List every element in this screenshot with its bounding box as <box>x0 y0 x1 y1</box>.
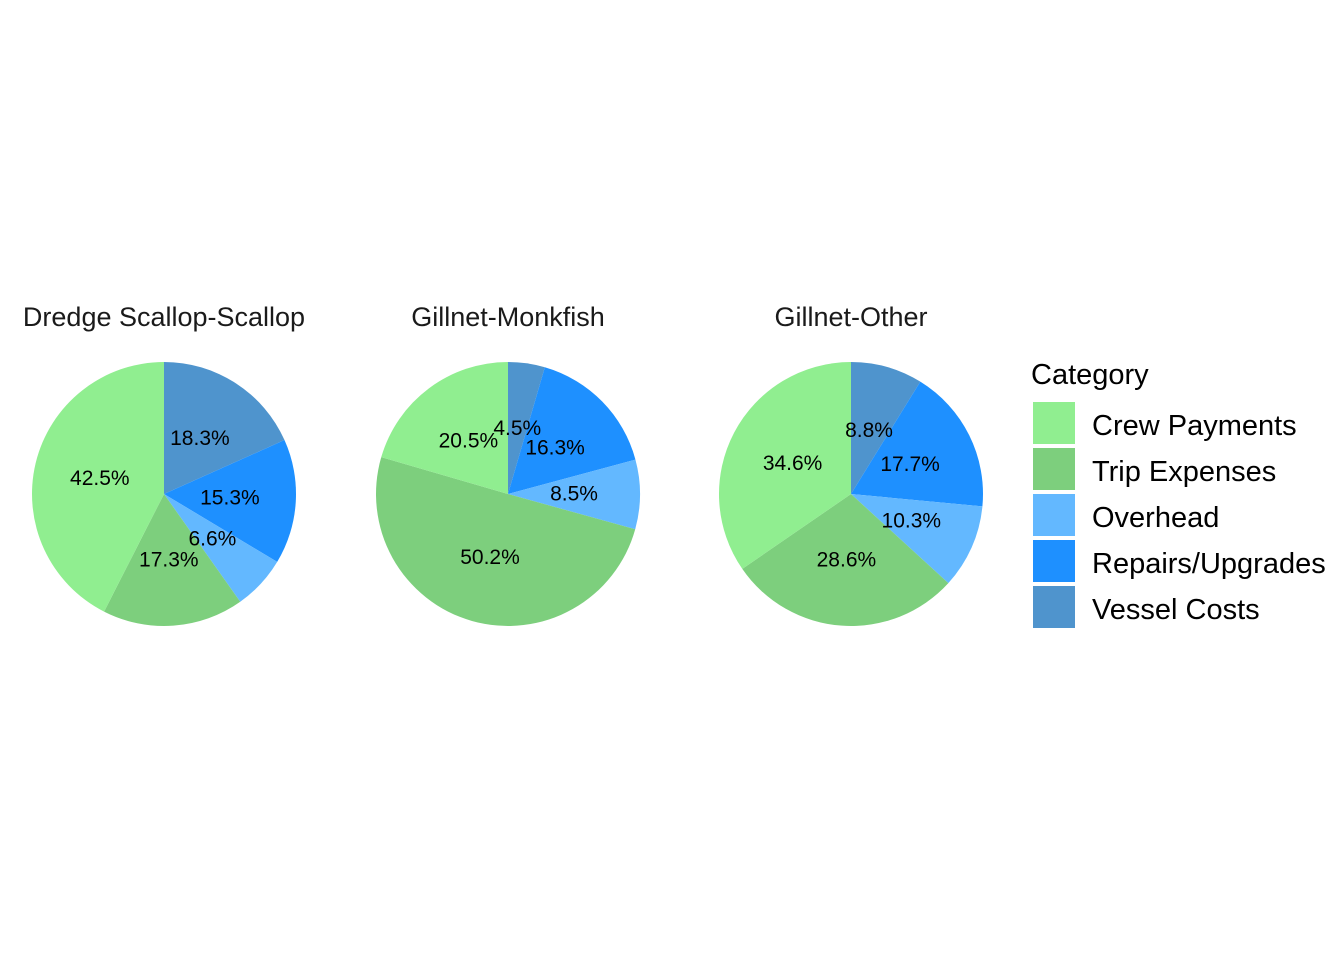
legend-key-swatch <box>1033 494 1075 536</box>
pie-slice-overhead <box>851 494 983 584</box>
slice-data-label: 15.3% <box>200 486 260 509</box>
slice-data-label: 17.3% <box>139 548 199 571</box>
legend-item-overhead: Overhead <box>1033 494 1219 536</box>
legend-item-repairs-upgrades: Repairs/Upgrades <box>1033 540 1326 582</box>
slice-data-label: 20.5% <box>439 430 499 453</box>
slice-data-label: 28.6% <box>817 548 877 571</box>
pie-slice-trip-expenses <box>104 494 241 627</box>
pie-slice-overhead <box>508 459 640 530</box>
legend-item-vessel-costs: Vessel Costs <box>1033 586 1260 628</box>
pie-panel-dredge-scallop-scallop: Dredge Scallop-Scallop 18.3% 15.3% 6.6%17.3… <box>23 302 305 627</box>
legend-label: Crew Payments <box>1092 410 1297 442</box>
legend-key-swatch <box>1033 402 1075 444</box>
legend-key-swatch <box>1033 540 1075 582</box>
pie-slice-vessel-costs <box>851 362 921 494</box>
legend-key-swatch <box>1033 586 1075 628</box>
legend-title: Category <box>1031 359 1149 391</box>
slice-data-label: 10.3% <box>882 509 942 532</box>
pie-panel-title: Gillnet-Other <box>774 302 927 332</box>
pie-panel-gillnet-other: Gillnet-Other 8.8% 17.7% 10.3%28.6% 34.6% <box>718 302 983 626</box>
slice-data-label: 8.8% <box>845 419 893 442</box>
pie-slice-trip-expenses <box>742 494 949 626</box>
slice-data-label: 8.5% <box>550 483 598 506</box>
pie-slice-vessel-costs <box>508 362 545 494</box>
pie-slice-repairs-upgrades <box>508 367 636 494</box>
pie-slice-vessel-costs <box>164 362 285 494</box>
pie-slice-trip-expenses <box>376 457 636 626</box>
legend-label: Repairs/Upgrades <box>1092 548 1326 580</box>
slice-data-label: 18.3% <box>170 427 230 450</box>
legend: Category Crew Payments Trip Expenses Overh… <box>1031 359 1326 628</box>
pie-panel-title: Dredge Scallop-Scallop <box>23 302 305 332</box>
slice-data-label: 6.6% <box>188 527 236 550</box>
legend-label: Overhead <box>1092 502 1219 534</box>
legend-label: Vessel Costs <box>1092 594 1260 626</box>
slice-data-label: 17.7% <box>880 453 940 476</box>
pie-slice-repairs-upgrades <box>164 440 297 562</box>
slice-data-label: 42.5% <box>70 467 130 490</box>
pie-slice-crew-payments <box>32 362 164 612</box>
pie-panels: Dredge Scallop-Scallop 18.3% 15.3% 6.6%17.3… <box>23 302 983 627</box>
pie-slice-crew-payments <box>718 362 851 569</box>
legend-item-crew-payments: Crew Payments <box>1033 402 1297 444</box>
legend-label: Trip Expenses <box>1092 456 1276 488</box>
pie-slice-overhead <box>164 494 278 602</box>
slice-data-label: 16.3% <box>525 436 585 459</box>
slice-data-label: 34.6% <box>763 452 823 475</box>
legend-key-swatch <box>1033 448 1075 490</box>
pie-panel-title: Gillnet-Monkfish <box>411 302 605 332</box>
pie-panel-gillnet-monkfish: Gillnet-Monkfish 4.5%16.3% 8.5% 50.2% 20.5% <box>376 302 640 626</box>
legend-item-trip-expenses: Trip Expenses <box>1033 448 1276 490</box>
pie-slice-repairs-upgrades <box>851 381 983 507</box>
slice-data-label: 50.2% <box>460 546 520 569</box>
slice-data-label: 4.5% <box>493 417 541 440</box>
pie-slice-crew-payments <box>381 362 508 494</box>
